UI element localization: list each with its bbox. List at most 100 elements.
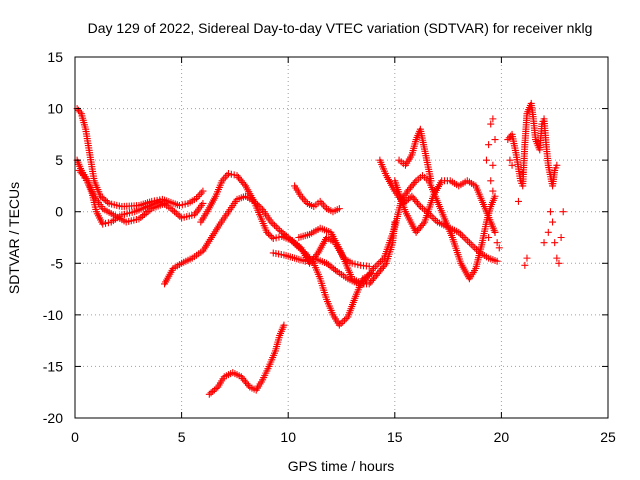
y-tick-label: 10 [47,101,63,117]
data-point [209,387,217,395]
data-point [373,261,381,269]
data-point [169,206,177,214]
data-point [300,196,308,204]
x-tick-label: 25 [600,429,616,445]
data-point [432,216,440,224]
data-point [487,177,495,185]
data-point [381,261,389,269]
data-point [244,381,252,389]
series-scatter-m [482,115,503,252]
data-point [491,228,499,236]
data-point [469,242,477,250]
data-point [199,187,207,195]
series-track-k [391,177,499,236]
data-layer [73,99,567,398]
data-point [342,315,350,323]
data-point [323,259,331,267]
data-point [491,136,499,144]
data-point [493,239,501,247]
data-point [313,251,321,259]
data-point [240,180,248,188]
data-point [369,264,377,272]
data-point [473,246,481,254]
y-tick-label: -5 [51,255,64,271]
data-point [161,199,169,207]
x-axis-label: GPS time / hours [288,458,395,474]
data-point [514,197,522,205]
data-point [549,218,557,226]
y-tick-label: 15 [47,49,63,65]
data-point [508,161,516,169]
data-point [458,232,466,240]
data-point [210,386,218,394]
data-point [292,239,300,247]
data-point [457,230,465,238]
data-point [427,177,435,185]
data-point [170,208,178,216]
data-point [411,178,419,186]
data-point [331,266,339,274]
series-track-c [73,156,169,226]
data-point [207,389,215,397]
data-point [103,198,111,206]
data-point [378,256,386,264]
data-point [319,201,327,209]
data-point [167,205,175,213]
series-track-l [395,125,435,185]
data-point [375,259,383,267]
data-point [269,220,277,228]
data-point [404,195,412,203]
data-point [495,244,503,252]
data-point [487,120,495,128]
data-point [221,173,229,181]
chart-title: Day 129 of 2022, Sidereal Day-to-day VTE… [88,20,593,36]
data-point [553,161,561,169]
data-point [540,239,548,247]
data-point [205,390,213,398]
series-track-h [269,218,399,288]
data-point [365,262,373,270]
y-axis-label: SDTVAR / TECUs [6,182,22,294]
data-point [76,108,84,116]
data-point [491,192,499,200]
x-tick-label: 15 [387,429,403,445]
data-point [324,261,332,269]
data-point [176,212,184,220]
data-point [264,230,272,238]
data-point [271,221,279,229]
data-point [460,234,468,241]
data-point [194,193,202,201]
y-tick-label: 0 [55,204,63,220]
data-point [199,199,207,207]
data-point [489,161,497,169]
x-tick-label: 10 [280,429,296,445]
data-point [339,318,347,326]
data-point [462,235,470,243]
data-point [521,261,529,269]
x-tick-label: 0 [71,429,79,445]
data-point [290,238,298,246]
data-point [428,213,436,221]
data-point [519,169,527,177]
data-point [430,215,438,223]
data-point [485,141,493,149]
series-track-n [504,99,561,190]
y-tick-label: -20 [43,410,63,426]
data-point [335,321,343,329]
data-point [415,201,423,209]
data-point [172,209,180,217]
data-point [559,208,567,216]
data-point [98,194,106,202]
data-point [276,226,284,234]
data-point [274,225,282,233]
data-point [553,254,561,262]
data-point [371,263,379,271]
series-scatter-o [506,156,567,269]
data-point [318,199,326,207]
data-point [485,234,493,241]
y-tick-label: 5 [55,152,63,168]
data-point [268,233,276,241]
series-track-g [291,182,343,216]
data-point [266,231,274,239]
